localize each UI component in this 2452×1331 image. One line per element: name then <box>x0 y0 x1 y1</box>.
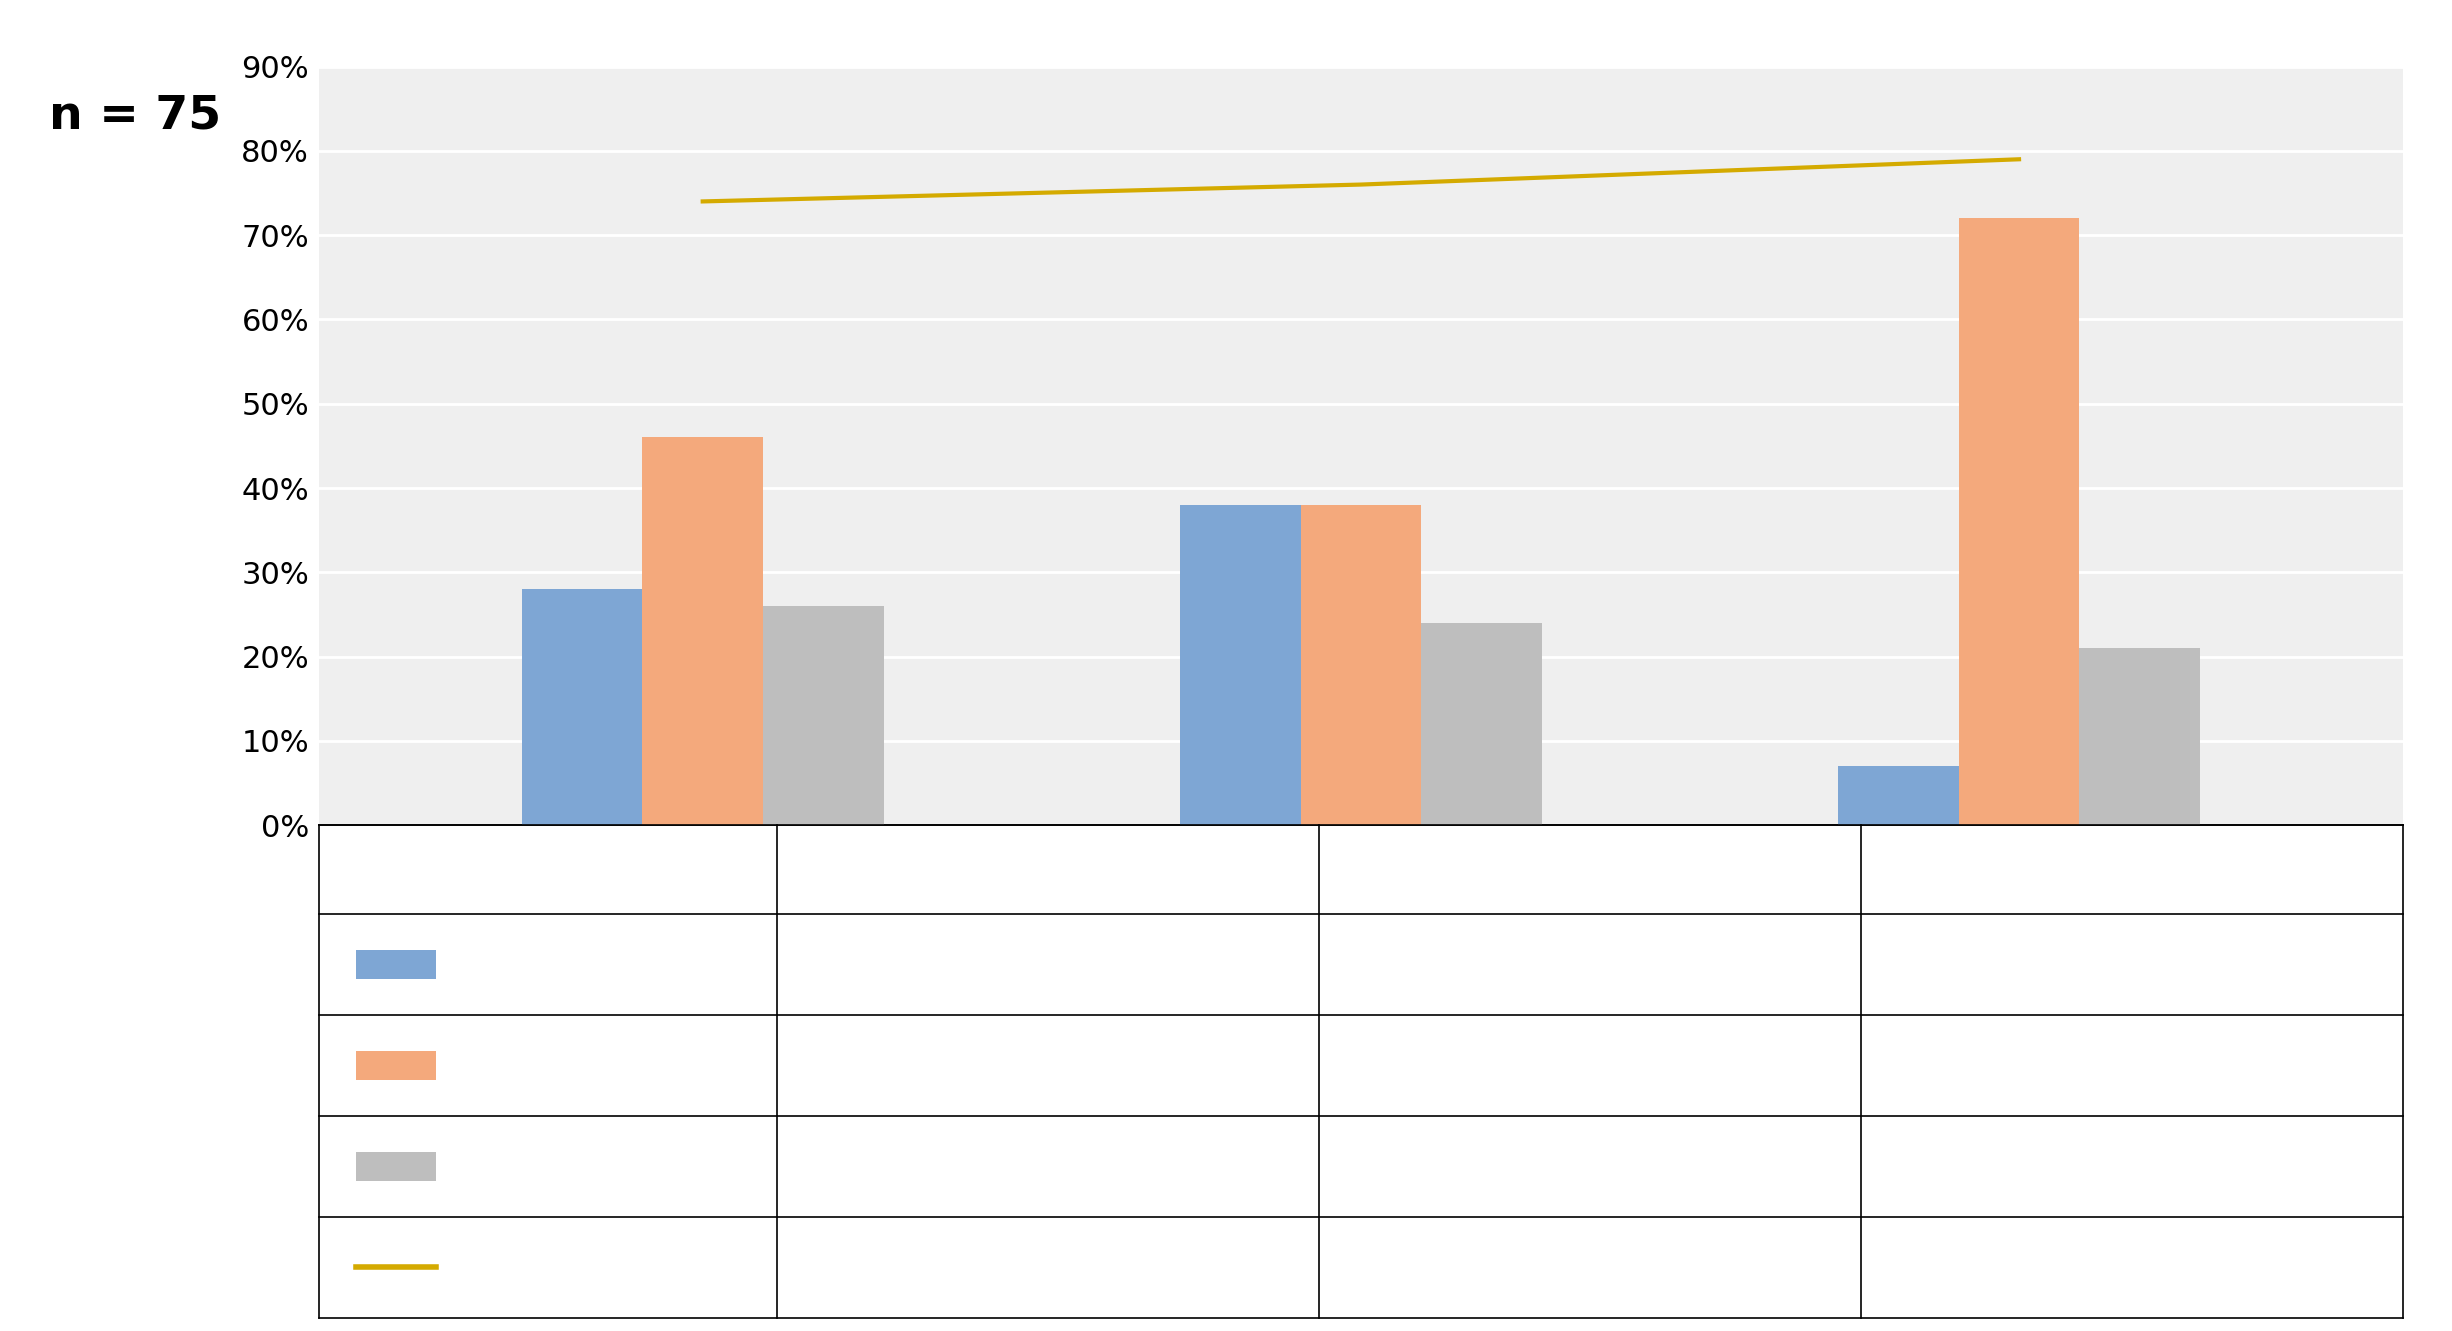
Text: 7%: 7% <box>2109 950 2155 978</box>
Bar <box>1422 623 1542 825</box>
Text: 72%: 72% <box>2099 1050 2165 1079</box>
Text: medio alto: medio alto <box>456 1252 618 1282</box>
Text: 38%: 38% <box>1557 950 1623 978</box>
Bar <box>1839 767 1959 825</box>
Text: 21%: 21% <box>2099 1151 2165 1181</box>
Text: 38%: 38% <box>1557 1050 1623 1079</box>
Text: 74%: 74% <box>1015 1252 1081 1282</box>
Text: bajo: bajo <box>456 1151 522 1181</box>
Text: alto: alto <box>456 950 515 978</box>
Text: 79%: 79% <box>2099 1252 2165 1282</box>
Bar <box>1959 218 2079 825</box>
Text: urbana: urbana <box>993 855 1103 884</box>
Text: n = 75: n = 75 <box>49 93 221 138</box>
Bar <box>1300 504 1422 825</box>
Bar <box>2079 648 2199 825</box>
Bar <box>1179 504 1300 825</box>
Bar <box>763 606 883 825</box>
Bar <box>522 590 642 825</box>
Bar <box>642 438 763 825</box>
Text: medio: medio <box>456 1050 552 1079</box>
Text: 24%: 24% <box>1557 1151 1623 1181</box>
Text: 76%: 76% <box>1557 1252 1623 1282</box>
Text: 46%: 46% <box>1015 1050 1081 1079</box>
Text: suburbana: suburbana <box>1508 855 1672 884</box>
Text: 28%: 28% <box>1015 950 1081 978</box>
Text: rural: rural <box>2096 855 2168 884</box>
Text: 26%: 26% <box>1015 1151 1081 1181</box>
